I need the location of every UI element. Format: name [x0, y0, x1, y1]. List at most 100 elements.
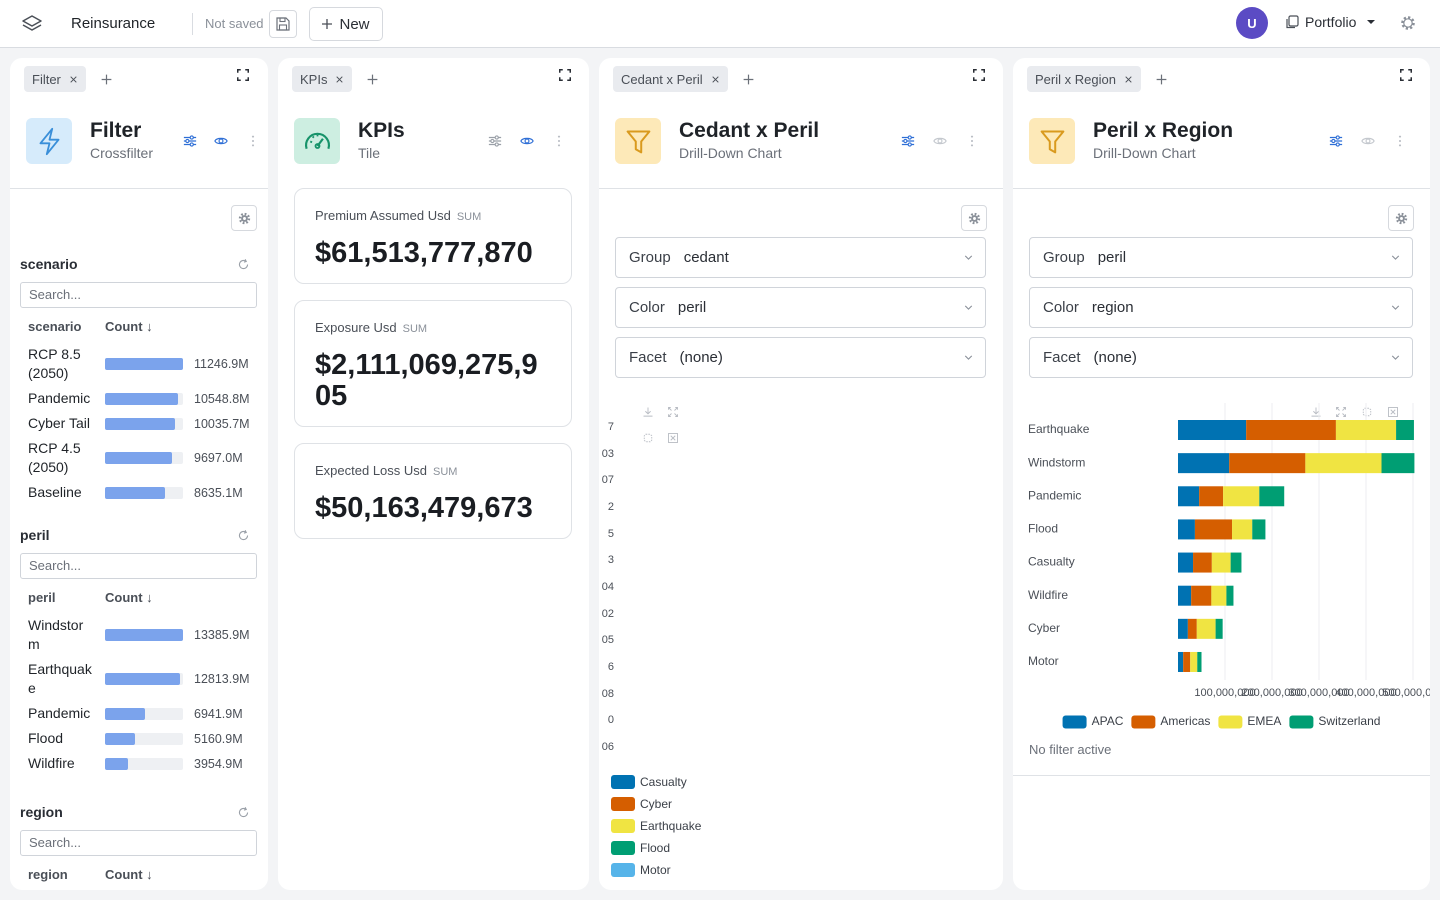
- panel-action[interactable]: [1393, 134, 1407, 148]
- panel-action[interactable]: [488, 134, 502, 148]
- axis-label: 06: [601, 741, 614, 754]
- panel-action[interactable]: [1361, 134, 1375, 148]
- filter-row[interactable]: Baseline 8635.1M: [20, 480, 257, 505]
- add-tab[interactable]: [1155, 73, 1168, 86]
- panel-action[interactable]: [552, 134, 566, 148]
- legend-swatch: [611, 775, 635, 789]
- legend-label: Flood: [640, 841, 671, 855]
- expand-panel[interactable]: [237, 69, 249, 81]
- panel-action[interactable]: [183, 134, 197, 148]
- chart-tool[interactable]: [667, 406, 679, 418]
- panel-action-part: [494, 135, 499, 140]
- section-title: region: [20, 804, 63, 820]
- legend-swatch: [1131, 715, 1156, 729]
- filter-row[interactable]: Pandemic 6941.9M: [20, 701, 257, 726]
- chart-tool[interactable]: [667, 432, 679, 444]
- axis-label: 02: [601, 607, 614, 620]
- chart-tool[interactable]: [642, 432, 654, 444]
- panel-action[interactable]: [965, 134, 979, 148]
- save-icon-part: [279, 17, 286, 23]
- filter-row[interactable]: Cyber Tail 10035.7M: [20, 411, 257, 436]
- bar: [105, 417, 175, 430]
- chart-tool[interactable]: [1361, 406, 1373, 418]
- legend-item[interactable]: Earthquake: [611, 819, 701, 833]
- row-label: Windstorm: [28, 617, 84, 652]
- search-input[interactable]: Search...: [20, 282, 257, 308]
- app-logo[interactable]: [21, 13, 43, 35]
- kpi-value: $50,163,479,673: [315, 492, 533, 524]
- dropdown[interactable]: Group peril: [1029, 237, 1413, 278]
- expand-panel[interactable]: [973, 69, 985, 81]
- filter-row[interactable]: Pandemic 10548.8M: [20, 386, 257, 411]
- add-tab-part: [101, 74, 112, 84]
- row-value: 3954.9M: [194, 756, 243, 771]
- legend-item[interactable]: Cyber: [611, 797, 672, 811]
- tab[interactable]: Peril x Region: [1027, 66, 1141, 92]
- dropdown[interactable]: Group cedant: [615, 237, 986, 278]
- filter-row[interactable]: RCP 4.5 (2050) 9697.0M: [20, 436, 257, 480]
- filter-row[interactable]: Windstorm 13385.9M: [20, 613, 257, 657]
- panel-action[interactable]: [214, 134, 228, 148]
- chart-tool-part: [643, 407, 653, 417]
- settings-button[interactable]: [1400, 15, 1416, 31]
- settings-button[interactable]: [231, 205, 257, 231]
- panel-action[interactable]: [1329, 134, 1343, 148]
- count-sort[interactable]: Count ↓: [105, 866, 153, 882]
- panel-action[interactable]: [246, 134, 260, 148]
- dropdown[interactable]: Facet (none): [1029, 337, 1413, 378]
- panel-action-part: [524, 138, 530, 144]
- chart-tool[interactable]: [1335, 406, 1347, 418]
- count-sort[interactable]: Count ↓: [105, 318, 153, 334]
- tab[interactable]: Filter: [24, 66, 86, 92]
- tab[interactable]: Cedant x Peril: [613, 66, 728, 92]
- divider: [599, 188, 1003, 189]
- expand-panel[interactable]: [559, 69, 571, 81]
- row-label: Cyber Tail: [28, 415, 90, 431]
- filter-row[interactable]: Earthquake 12813.9M: [20, 657, 257, 701]
- search-input[interactable]: Search...: [20, 830, 257, 856]
- search-input[interactable]: Search...: [20, 553, 257, 579]
- legend-swatch: [611, 841, 635, 855]
- dropdown[interactable]: Facet (none): [615, 337, 986, 378]
- settings-button[interactable]: [961, 205, 987, 231]
- reset-filter[interactable]: [237, 806, 250, 819]
- add-tab[interactable]: [742, 73, 755, 86]
- tab-close[interactable]: [69, 75, 78, 84]
- save-button[interactable]: [269, 10, 297, 38]
- avatar[interactable]: U: [1236, 7, 1268, 39]
- dropdown-caret: [1391, 355, 1400, 360]
- reset-filter[interactable]: [237, 529, 250, 542]
- filter-row[interactable]: RCP 8.5 (2050) 11246.9M: [20, 342, 257, 386]
- panel-action[interactable]: [901, 134, 915, 148]
- reset-filter-part: [243, 529, 248, 534]
- reset-filter[interactable]: [237, 258, 250, 271]
- legend-item[interactable]: Motor: [611, 863, 671, 877]
- x-tick-label: 500,000,000: [1382, 687, 1430, 699]
- panel-action[interactable]: [933, 134, 947, 148]
- legend-item[interactable]: Casualty: [611, 775, 687, 789]
- kpi-label-row: Expected Loss Usd SUM: [315, 464, 551, 479]
- bar-segment: [1178, 651, 1184, 672]
- settings-button[interactable]: [1388, 205, 1414, 231]
- filter-row[interactable]: Wildfire 3954.9M: [20, 751, 257, 776]
- tab[interactable]: KPIs: [292, 66, 353, 92]
- axis-label: 07: [601, 474, 614, 487]
- count-sort[interactable]: Count ↓: [105, 589, 153, 605]
- chart-tool[interactable]: [642, 406, 654, 418]
- legend-item[interactable]: Flood: [611, 841, 670, 855]
- dropdown[interactable]: Color peril: [615, 287, 986, 328]
- tab-close[interactable]: [711, 75, 720, 84]
- dropdown-value: cedant: [683, 249, 729, 266]
- panel-action-part: [189, 135, 194, 140]
- new-button[interactable]: New: [309, 7, 383, 41]
- dropdown[interactable]: Color region: [1029, 287, 1413, 328]
- expand-panel[interactable]: [1400, 69, 1412, 81]
- filter-row[interactable]: Flood 5160.9M: [20, 726, 257, 751]
- add-tab[interactable]: [100, 73, 113, 86]
- tab-close[interactable]: [1124, 75, 1133, 84]
- tab-close[interactable]: [335, 75, 344, 84]
- add-tab[interactable]: [366, 73, 379, 86]
- workspace-menu[interactable]: Portfolio: [1286, 14, 1376, 30]
- panel-action[interactable]: [520, 134, 534, 148]
- chart-tool[interactable]: [1387, 406, 1399, 418]
